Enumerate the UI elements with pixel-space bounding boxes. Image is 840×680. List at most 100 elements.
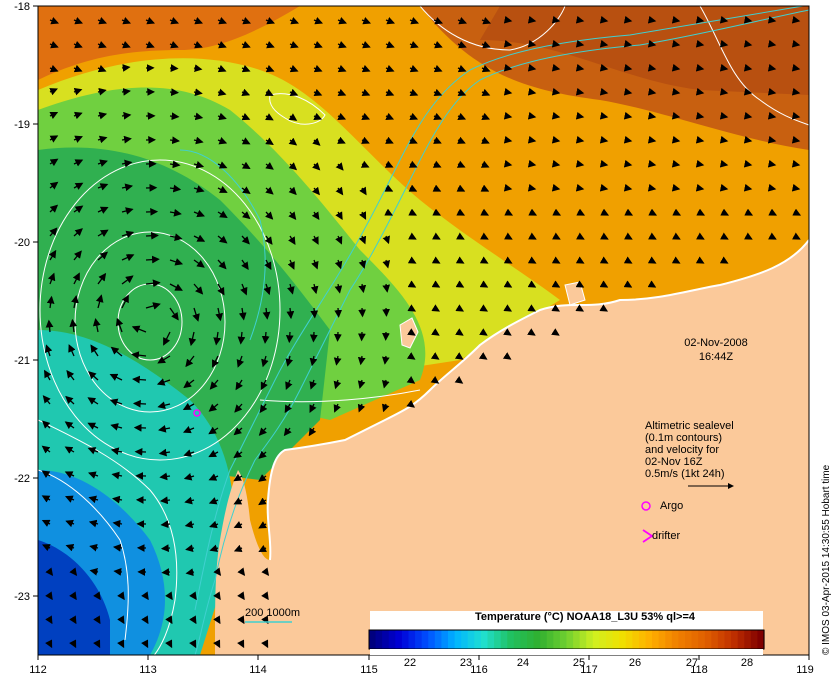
velocity-arrow [333,379,342,390]
velocity-arrow [71,294,79,309]
velocity-arrow [97,272,107,285]
island [564,281,586,306]
velocity-arrow [457,136,466,144]
velocity-arrow [720,208,730,216]
velocity-arrow [193,17,204,25]
velocity-arrow [311,186,320,196]
velocity-arrow [289,17,300,25]
velocity-arrow [97,229,109,237]
velocity-arrow [624,208,634,216]
velocity-arrow [381,355,390,365]
velocity-arrow [193,185,205,193]
velocity-arrow [385,88,395,97]
velocity-arrow [42,544,51,552]
velocity-arrow [234,403,243,413]
velocity-arrow [357,403,366,413]
velocity-arrow [575,304,585,312]
velocity-arrow [481,40,491,49]
velocity-arrow [64,421,75,430]
velocity-arrow [551,328,560,336]
velocity-arrow [430,352,440,360]
velocity-arrow [432,184,442,192]
drifter-legend-icon [642,529,654,543]
velocity-arrow [309,355,318,367]
velocity-arrow [213,615,221,625]
velocity-arrow [145,302,161,310]
lat-tick-label: -23 [14,591,30,603]
velocity-arrow [261,639,269,649]
velocity-arrow [791,183,801,192]
velocity-arrow [767,87,777,96]
velocity-arrow [791,63,801,72]
velocity-arrow [169,307,179,321]
velocity-arrow [551,111,561,120]
velocity-arrow [648,232,657,240]
colorbar-segment [428,630,436,649]
velocity-arrow [792,232,801,240]
velocity-arrow [407,280,417,288]
latitude-axis: -18 -19 -20 -21 -22 -23 [14,1,38,603]
velocity-arrow [719,15,729,24]
velocity-arrow [672,232,681,240]
velocity-arrow [87,447,99,455]
velocity-arrow [89,568,99,576]
longitude-axis: 112 113 114 115 116 117 118 119 [29,655,814,676]
velocity-arrow [90,344,99,357]
velocity-arrow [623,15,633,24]
velocity-arrow [575,280,585,288]
map-date: 02-Nov-2008 [684,337,748,349]
velocity-arrow [241,17,252,25]
colorbar-title: Temperature (°C) NOAA18_L3U 53% ql>=4 [475,611,696,623]
sealevel-note-line: 0.5m/s (1kt 24h) [645,468,724,480]
velocity-arrow [169,258,184,266]
velocity-arrow [575,111,585,120]
velocity-arrow [647,63,657,72]
velocity-arrow [311,211,320,221]
velocity-arrow [455,256,465,264]
velocity-arrow [73,87,83,96]
velocity-arrow [313,40,323,49]
colorbar-segment [592,630,601,649]
velocity-arrow [695,39,705,48]
velocity-arrow [69,567,78,577]
velocity-arrow [212,355,220,368]
velocity-arrow [671,183,681,192]
velocity-arrow [183,473,195,481]
velocity-arrow [409,112,419,120]
velocity-arrow [527,328,536,336]
velocity-arrow [233,473,243,482]
velocity-arrow [288,235,296,245]
velocity-arrow [169,88,179,96]
velocity-arrow [503,63,513,72]
velocity-arrow [647,159,657,168]
velocity-arrow [457,88,467,97]
velocity-arrow [131,351,147,360]
velocity-arrow [551,280,561,288]
velocity-arrow [479,328,488,336]
velocity-arrow [599,183,609,192]
velocity-arrow [312,137,321,146]
velocity-arrow [431,328,440,336]
velocity-arrow [265,162,274,170]
velocity-arrow [261,331,270,344]
velocity-arrow [236,355,245,368]
velocity-arrow [241,64,251,73]
velocity-arrow [311,235,319,245]
velocity-arrow [97,64,107,73]
colorbar-tick: 25 [573,657,585,669]
velocity-arrow [73,40,83,49]
velocity-arrow [237,567,246,577]
colorbar-tick: 22 [404,657,416,669]
velocity-arrow [264,235,273,245]
velocity-arrow [93,591,101,601]
velocity-arrow [671,63,681,72]
velocity-arrow [407,256,417,264]
velocity-arrow [49,88,58,96]
velocity-arrow [333,355,342,366]
velocity-arrow [285,379,293,391]
velocity-arrow [241,161,251,170]
velocity-arrow [69,591,77,601]
colorbar-segment [691,630,699,649]
colorbar-segment [704,630,712,649]
velocity-arrow [64,446,75,454]
